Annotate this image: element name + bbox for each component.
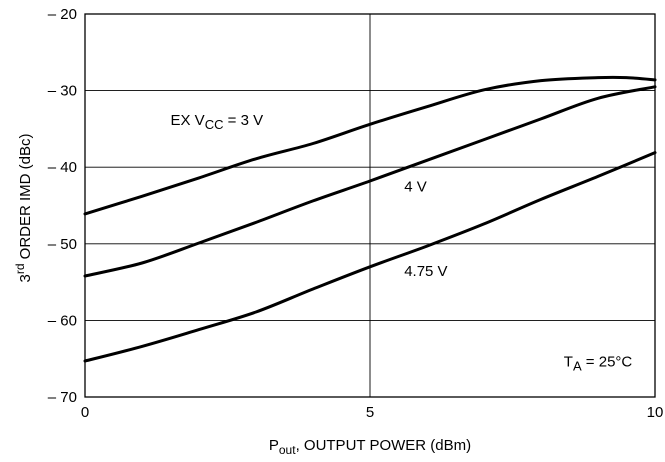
y-tick-label-1: – 30 [48, 83, 77, 100]
y-tick-label-3: – 50 [48, 236, 77, 253]
x-axis-title-main: P [269, 437, 279, 454]
y-axis-title-pre: 3 [17, 274, 34, 282]
y-tick-labels: – 20 – 30 – 40 – 50 – 60 – 70 [48, 6, 77, 406]
series-line-0 [83, 75, 657, 216]
series-line-1 [83, 85, 657, 278]
annotation-1: 4 V [404, 179, 427, 196]
x-axis-title-sub: out [279, 443, 296, 457]
series-group [83, 75, 657, 363]
y-tick-label-5: – 70 [48, 389, 77, 406]
series-line-2 [83, 151, 657, 363]
annotation-0: EX VCC = 3 V [171, 112, 264, 132]
x-tick-label-0: 0 [81, 404, 89, 421]
plot-frame [84, 13, 656, 398]
x-tick-labels: 0 5 10 [81, 404, 664, 421]
x-axis-title-rest: , OUTPUT POWER (dBm) [296, 437, 472, 454]
annotation-3: TA = 25°C [564, 353, 633, 373]
y-axis-title-sup: rd [13, 264, 27, 275]
y-axis-title: 3rd ORDER IMD (dBc) [13, 133, 34, 282]
x-tick-label-2: 10 [647, 404, 664, 421]
annotation-2: 4.75 V [404, 263, 447, 280]
y-tick-label-4: – 60 [48, 312, 77, 329]
x-tick-label-1: 5 [366, 404, 374, 421]
x-axis-title: Pout, OUTPUT POWER (dBm) [269, 437, 471, 457]
annotations: EX VCC = 3 V 4 V 4.75 V TA = 25°C [171, 112, 633, 373]
y-tick-label-2: – 40 [48, 159, 77, 176]
y-tick-label-0: – 20 [48, 6, 77, 23]
y-axis-title-rest: ORDER IMD (dBc) [17, 133, 34, 263]
